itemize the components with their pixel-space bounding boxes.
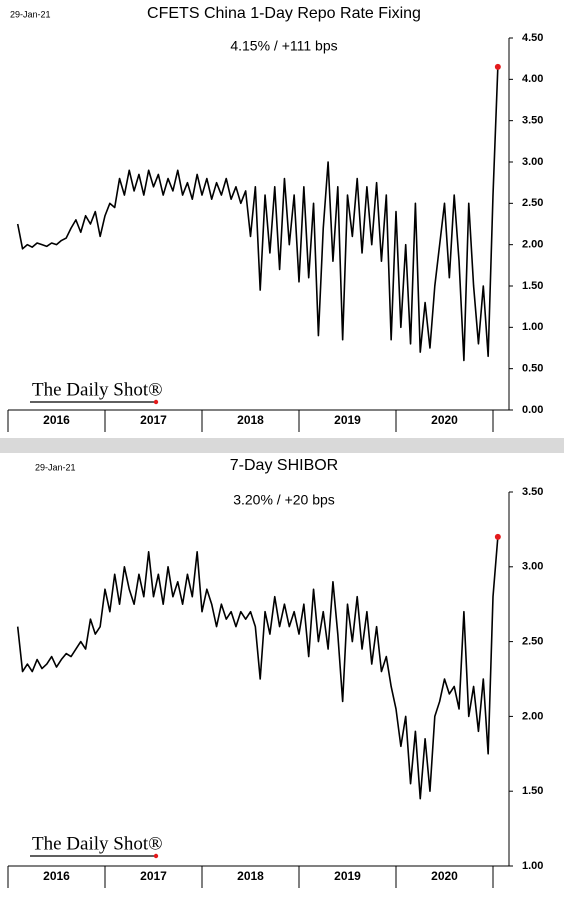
y-tick-label: 3.50 bbox=[522, 115, 543, 127]
x-tick-label: 2019 bbox=[334, 413, 361, 427]
y-tick-label: 2.50 bbox=[522, 636, 543, 648]
y-tick-label: 2.50 bbox=[522, 197, 543, 209]
series-line bbox=[16, 536, 499, 800]
y-tick-label: 3.00 bbox=[522, 156, 543, 168]
end-marker bbox=[494, 533, 501, 540]
y-tick-label: 1.50 bbox=[522, 785, 543, 797]
logo-dot bbox=[153, 399, 159, 405]
date: 29-Jan-21 bbox=[35, 462, 76, 472]
x-tick-label: 2017 bbox=[140, 869, 167, 883]
x-tick-label: 2020 bbox=[431, 869, 458, 883]
y-tick-label: 2.00 bbox=[522, 710, 543, 722]
x-tick-label: 2019 bbox=[334, 869, 361, 883]
x-tick-label: 2016 bbox=[43, 413, 70, 427]
date: 29-Jan-21 bbox=[10, 9, 51, 19]
x-tick-label: 2017 bbox=[140, 413, 167, 427]
chart-title: CFETS China 1-Day Repo Rate Fixing bbox=[147, 5, 421, 22]
y-tick-label: 4.50 bbox=[522, 32, 543, 44]
series-line bbox=[16, 66, 499, 362]
y-tick-label: 3.00 bbox=[522, 561, 543, 573]
y-tick-label: 4.00 bbox=[522, 73, 543, 85]
y-tick-label: 0.50 bbox=[522, 363, 543, 375]
y-tick-label: 0.00 bbox=[522, 404, 543, 416]
x-tick-label: 2018 bbox=[237, 413, 264, 427]
x-tick-label: 2016 bbox=[43, 869, 70, 883]
y-tick-label: 1.00 bbox=[522, 860, 543, 872]
y-tick-label: 3.50 bbox=[522, 486, 543, 498]
y-tick-label: 1.50 bbox=[522, 280, 543, 292]
logo: The Daily Shot® bbox=[32, 833, 163, 854]
chart-title: 7-Day SHIBOR bbox=[230, 457, 338, 474]
x-tick-label: 2020 bbox=[431, 413, 458, 427]
logo-dot bbox=[153, 853, 159, 859]
y-tick-label: 1.00 bbox=[522, 321, 543, 333]
subtitle: 4.15% / +111 bps bbox=[230, 38, 337, 54]
y-tick-label: 2.00 bbox=[522, 239, 543, 251]
logo: The Daily Shot® bbox=[32, 379, 163, 400]
x-tick-label: 2018 bbox=[237, 869, 264, 883]
separator bbox=[0, 438, 564, 453]
end-marker bbox=[494, 63, 501, 70]
subtitle: 3.20% / +20 bps bbox=[233, 492, 335, 508]
